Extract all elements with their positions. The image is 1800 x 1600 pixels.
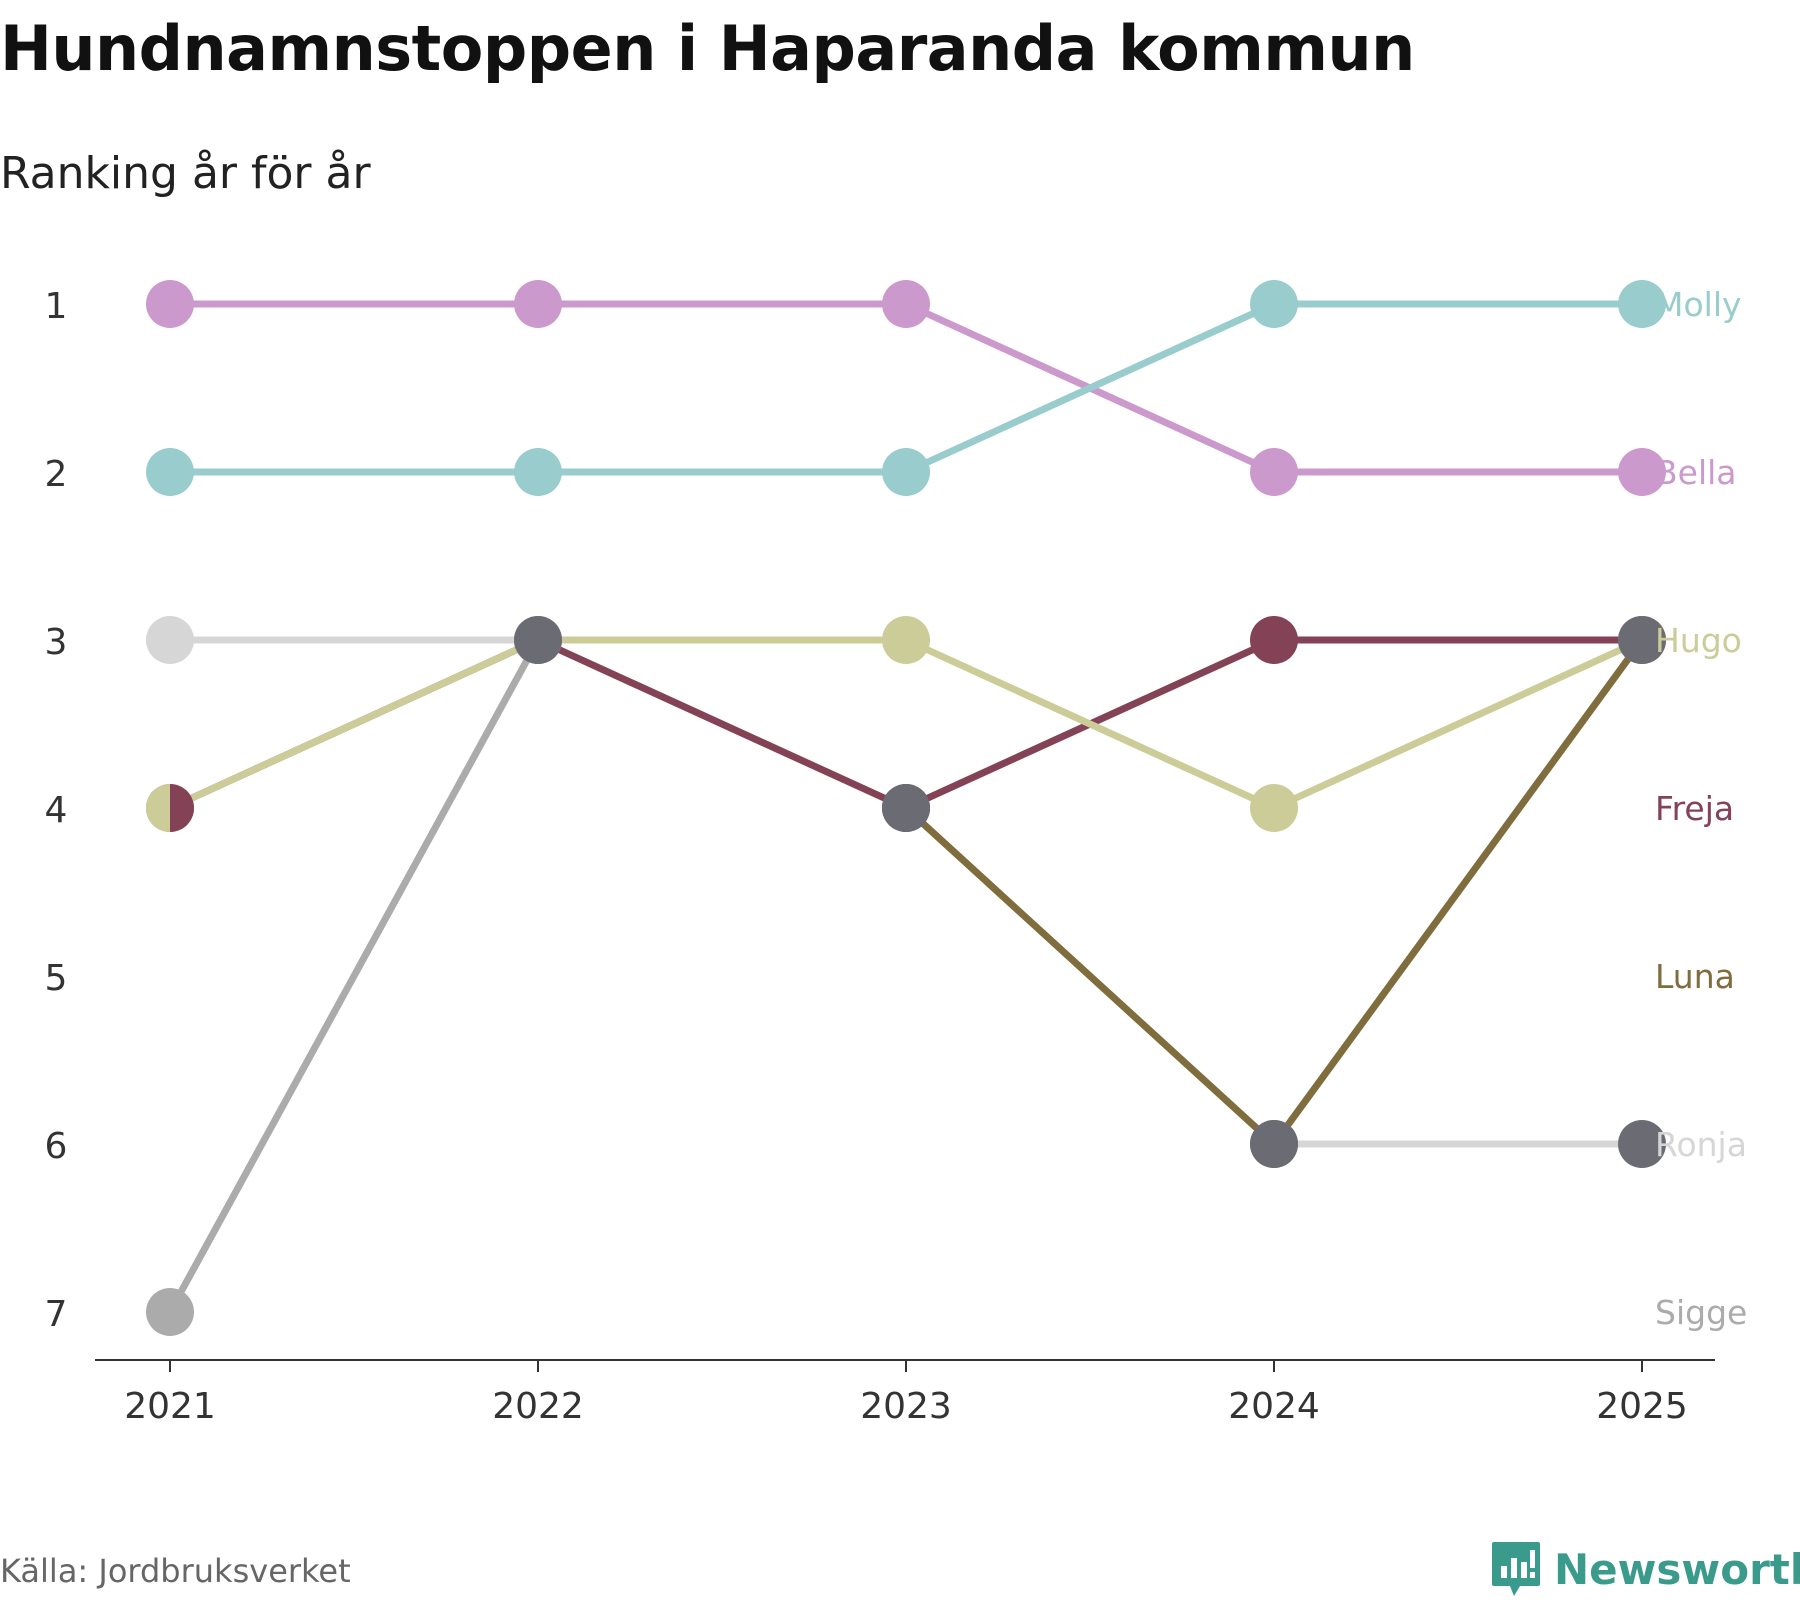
point-bella-2024 — [1250, 448, 1298, 496]
point-shared-2024-rank-6 — [1250, 1120, 1298, 1168]
point-ronja-2021 — [146, 616, 194, 664]
point-molly-2025 — [1618, 280, 1666, 328]
x-tick-label: 2021 — [124, 1386, 216, 1427]
point-shared-2025-rank-3 — [1618, 616, 1666, 664]
series-line-molly — [902, 300, 1278, 476]
y-tick-label: 1 — [45, 286, 68, 327]
series-line-hugo — [1270, 636, 1646, 812]
bump-chart: 1 2 3 4 5 6 7 2021 2022 2023 2024 2025 Sigge Ronja Lu… — [45, 280, 1747, 1427]
point-bella-2023 — [882, 280, 930, 328]
y-tick-label: 5 — [45, 958, 68, 999]
point-split-left-2021 — [146, 784, 170, 832]
point-shared-2025-rank-6 — [1618, 1120, 1666, 1168]
x-tick-label: 2022 — [492, 1386, 584, 1427]
x-tick-label: 2023 — [860, 1386, 952, 1427]
y-tick-label: 6 — [45, 1126, 68, 1167]
series-line-hugo — [902, 636, 1278, 812]
chart-subtitle: Ranking år för år — [0, 148, 371, 199]
point-bella-2021 — [146, 280, 194, 328]
chart-title: Hundnamnstoppen i Haparanda kommun — [0, 12, 1415, 85]
series-line-luna — [1270, 636, 1646, 1148]
point-sigge-2021 — [146, 1288, 194, 1336]
point-hugo-2023 — [882, 616, 930, 664]
series-label-luna: Luna — [1655, 957, 1735, 996]
point-shared-2022-rank-3 — [514, 616, 562, 664]
series-line-hugo — [166, 636, 542, 812]
point-bella-2022 — [514, 280, 562, 328]
series-line-sigge — [166, 636, 542, 1316]
bar-chart-speech-bubble-icon — [1492, 1542, 1540, 1596]
series-line-freja — [534, 636, 910, 812]
y-tick-label: 2 — [45, 454, 68, 495]
y-tick-label: 3 — [45, 622, 68, 663]
point-molly-2021 — [146, 448, 194, 496]
series-label-sigge: Sigge — [1655, 1293, 1747, 1332]
point-hugo-2024 — [1250, 784, 1298, 832]
point-molly-2024 — [1250, 280, 1298, 328]
series-label-ronja: Ronja — [1655, 1125, 1747, 1164]
point-molly-2023 — [882, 448, 930, 496]
point-shared-2023-rank-4 — [882, 784, 930, 832]
point-bella-2025 — [1618, 448, 1666, 496]
x-tick-label: 2025 — [1596, 1386, 1688, 1427]
point-freja-2024 — [1250, 616, 1298, 664]
x-tick-label: 2024 — [1228, 1386, 1320, 1427]
series-label-freja: Freja — [1655, 789, 1734, 828]
series-line-luna — [902, 804, 1278, 1148]
series-label-hugo: Hugo — [1655, 621, 1742, 660]
brand-name: Newsworthy — [1554, 1544, 1800, 1594]
point-molly-2022 — [514, 448, 562, 496]
y-tick-label: 4 — [45, 790, 68, 831]
series-label-molly: Molly — [1655, 285, 1742, 324]
series-label-bella: Bella — [1655, 453, 1737, 492]
y-tick-label: 7 — [45, 1294, 68, 1335]
brand-logo: Newsworthy — [1490, 1540, 1800, 1598]
point-split-right-2021 — [170, 784, 194, 832]
source-note: Källa: Jordbruksverket — [0, 1552, 351, 1590]
